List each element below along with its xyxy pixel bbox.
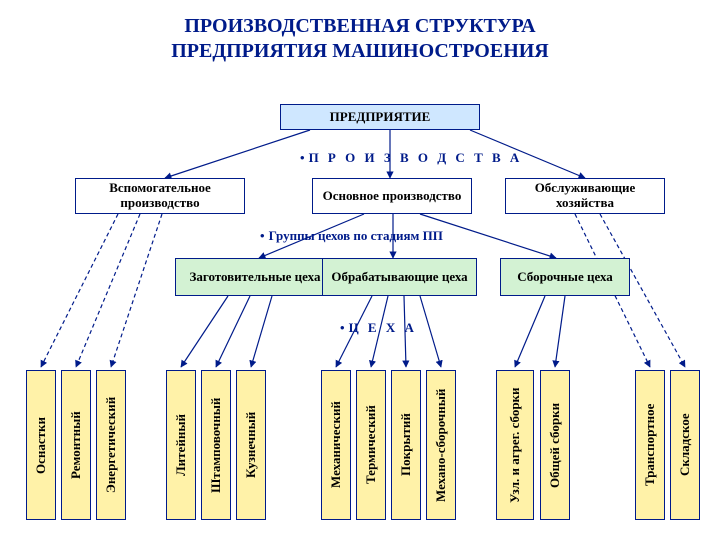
node-service-facilities: Обслуживающие хозяйства xyxy=(505,178,665,214)
ws-obshchey-sborki: Общей сборки xyxy=(540,370,570,520)
node-procurement-shops: Заготовительные цеха xyxy=(175,258,335,296)
ws-shtampovochnyy: Штамповочный xyxy=(201,370,231,520)
ws-mekhanicheskiy: Механический xyxy=(321,370,351,520)
ws-transportnoe: Транспортное xyxy=(635,370,665,520)
node-processing-shops: Обрабатывающие цеха xyxy=(322,258,477,296)
section-label-workshops: •Ц Е Х А xyxy=(340,320,417,336)
ws-termicheskiy: Термический xyxy=(356,370,386,520)
ws-skladskoe: Складское xyxy=(670,370,700,520)
ws-osnastki: Оснастки xyxy=(26,370,56,520)
node-assembly-shops: Сборочные цеха xyxy=(500,258,630,296)
node-main-production: Основное производство xyxy=(312,178,472,214)
ws-remontnyy: Ремонтный xyxy=(61,370,91,520)
section-label-productions: •П Р О И З В О Д С Т В А xyxy=(300,150,522,166)
node-enterprise: ПРЕДПРИЯТИЕ xyxy=(280,104,480,130)
ws-energeticheskiy: Энергетический xyxy=(96,370,126,520)
title-line-2: ПРЕДПРИЯТИЯ МАШИНОСТРОЕНИЯ xyxy=(171,40,549,62)
section-label-groups: •Группы цехов по стадиям ПП xyxy=(260,228,443,244)
ws-kuznechnyy: Кузнечный xyxy=(236,370,266,520)
ws-uzl-agreg: Узл. и агрег. сборки xyxy=(496,370,534,520)
diagram-title: ПРОИЗВОДСТВЕННАЯ СТРУКТУРА ПРЕДПРИЯТИЯ М… xyxy=(0,0,720,72)
node-aux-production: Вспомогательное производство xyxy=(75,178,245,214)
ws-liteynyy: Литейный xyxy=(166,370,196,520)
ws-mekhanosbor: Механо-сборочный xyxy=(426,370,456,520)
ws-pokrytiy: Покрытий xyxy=(391,370,421,520)
title-line-1: ПРОИЗВОДСТВЕННАЯ СТРУКТУРА xyxy=(184,15,535,37)
